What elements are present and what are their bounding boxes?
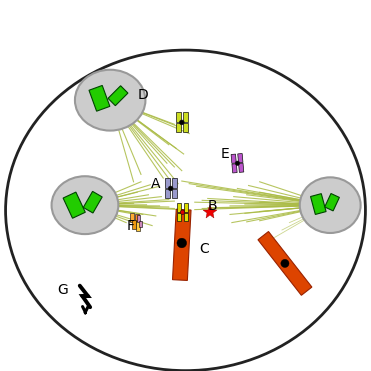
Bar (137, 215, 140, 222)
Ellipse shape (52, 176, 118, 234)
Circle shape (235, 161, 240, 165)
Circle shape (168, 186, 173, 191)
Bar (89, 85, 110, 111)
Ellipse shape (300, 177, 361, 233)
Bar (177, 213, 181, 221)
Bar (176, 123, 181, 132)
Bar (311, 194, 326, 214)
Bar (83, 191, 102, 213)
Text: A: A (151, 177, 161, 191)
Circle shape (180, 210, 185, 214)
Bar (176, 112, 181, 122)
Bar (183, 112, 188, 122)
Bar (135, 214, 139, 224)
Bar (184, 203, 188, 212)
Bar (63, 192, 85, 218)
Circle shape (281, 259, 289, 267)
Bar (165, 189, 170, 198)
Ellipse shape (75, 70, 145, 131)
Text: F: F (126, 219, 134, 233)
Bar (258, 232, 312, 295)
Bar (325, 194, 339, 211)
Bar (130, 213, 134, 222)
Bar (173, 209, 191, 280)
Bar (172, 178, 177, 188)
Bar (239, 163, 244, 173)
Bar (232, 164, 237, 173)
Bar (108, 86, 128, 106)
Bar (165, 178, 170, 188)
Bar (172, 189, 177, 198)
Text: G: G (58, 283, 68, 297)
Circle shape (177, 238, 187, 248)
Text: B: B (208, 199, 217, 213)
Text: D: D (137, 88, 148, 102)
Ellipse shape (6, 50, 365, 371)
Bar (238, 154, 243, 163)
Bar (177, 203, 181, 212)
Bar (139, 221, 142, 227)
Bar (184, 213, 188, 221)
Circle shape (180, 120, 184, 125)
Bar (231, 154, 236, 163)
Text: E: E (221, 147, 230, 161)
Text: C: C (200, 242, 209, 256)
Bar (136, 221, 140, 231)
Bar (132, 220, 136, 229)
Bar (183, 123, 188, 132)
